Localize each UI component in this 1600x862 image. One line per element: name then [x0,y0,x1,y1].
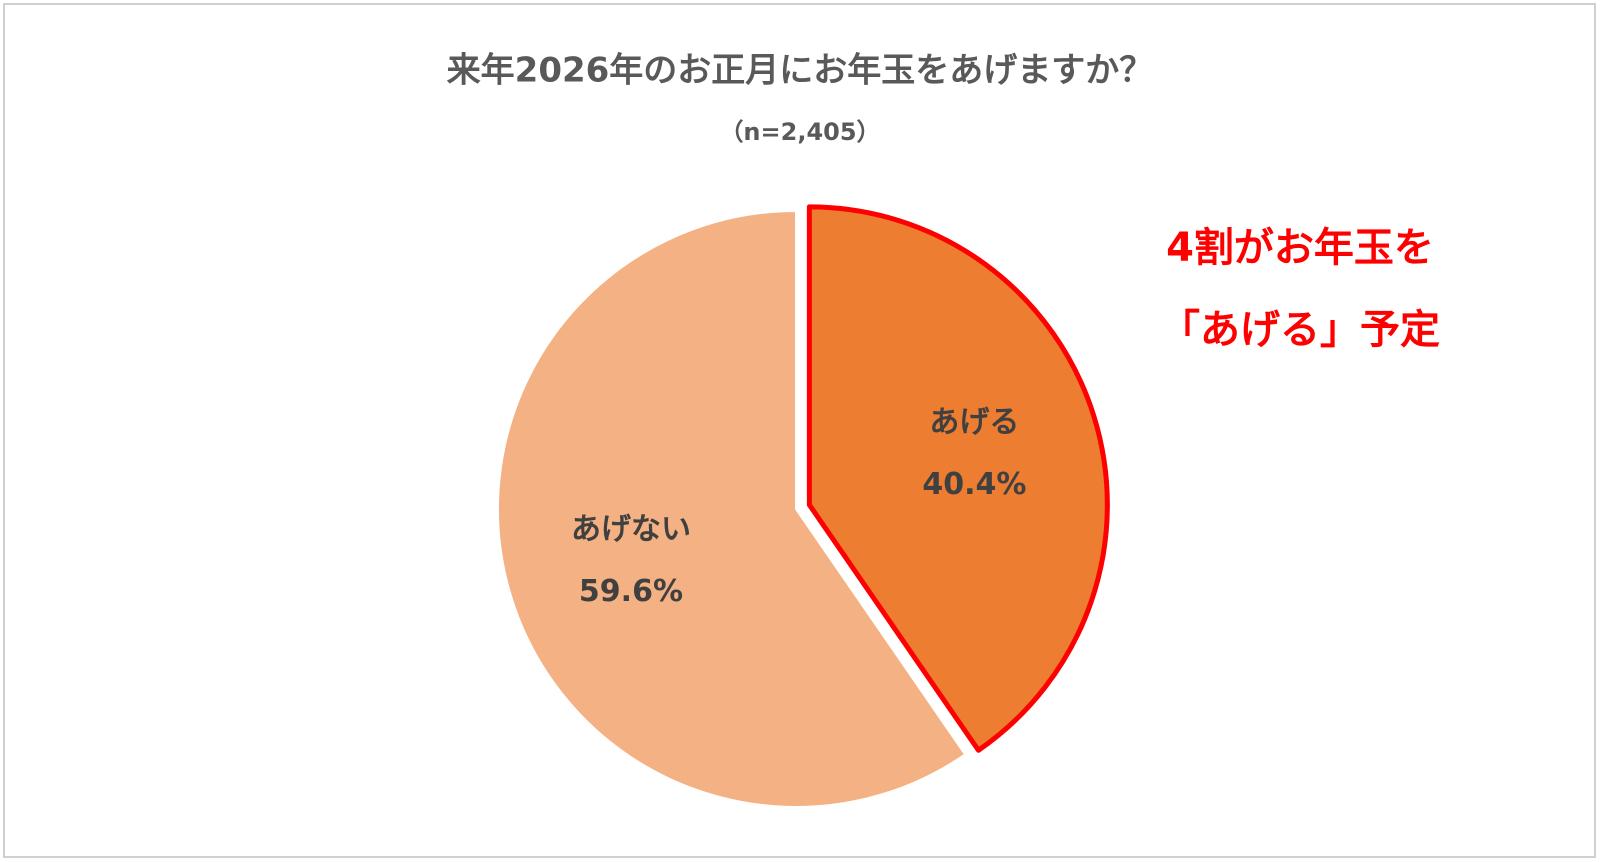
pie-slice [806,204,1110,753]
pie-slice [497,210,967,808]
chart-subtitle: （n=2,405） [719,118,880,146]
slice-value-label: 59.6% [579,574,683,609]
slice-category-label: あげる [929,405,1019,440]
annotation: 4割がお年玉を [1166,225,1434,271]
annotation: 「あげる」予定 [1160,307,1440,353]
slice-category-label: あげない [571,512,691,547]
slice-value-label: 40.4% [922,467,1026,502]
chart-title: 来年2026年のお正月にお年玉をあげますか？ [447,51,1154,91]
